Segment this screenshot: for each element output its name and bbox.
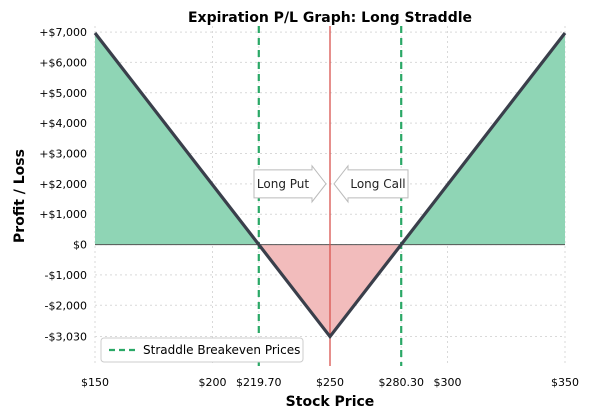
x-tick-label: $150 [81,376,109,389]
x-axis-title: Stock Price [286,394,375,410]
y-tick-label: $0 [73,239,87,252]
x-tick-label: $300 [434,376,462,389]
y-tick-label: -$1,000 [45,269,87,282]
y-tick-label: +$7,000 [39,26,87,39]
y-tick-label: +$5,000 [39,87,87,100]
annotation-long-call-arrow [333,164,409,204]
y-tick-label: +$6,000 [39,56,87,69]
x-tick-label: $350 [551,376,579,389]
x-tick-label: $219.70 [236,376,282,389]
legend-box [100,337,304,363]
y-tick-label: +$2,000 [39,178,87,191]
annotation-long-call-label: Long Call [350,177,405,191]
y-tick-label: +$1,000 [39,208,87,221]
annotation-long-put-label: Long Put [257,177,309,191]
legend-label: Straddle Breakeven Prices [143,343,300,357]
x-tick-label: $200 [199,376,227,389]
y-tick-label: -$3,030 [45,331,87,344]
y-tick-label: +$4,000 [39,117,87,130]
y-tick-label: -$2,000 [45,299,87,312]
pl-line [93,32,567,340]
annotation-long-put-arrow [253,164,327,204]
chart-title: Expiration P/L Graph: Long Straddle [188,10,472,26]
y-axis-title: Profit / Loss [12,149,28,243]
y-tick-label: +$3,000 [39,148,87,161]
x-tick-label: $250 [316,376,344,389]
x-tick-label: $280.30 [378,376,424,389]
